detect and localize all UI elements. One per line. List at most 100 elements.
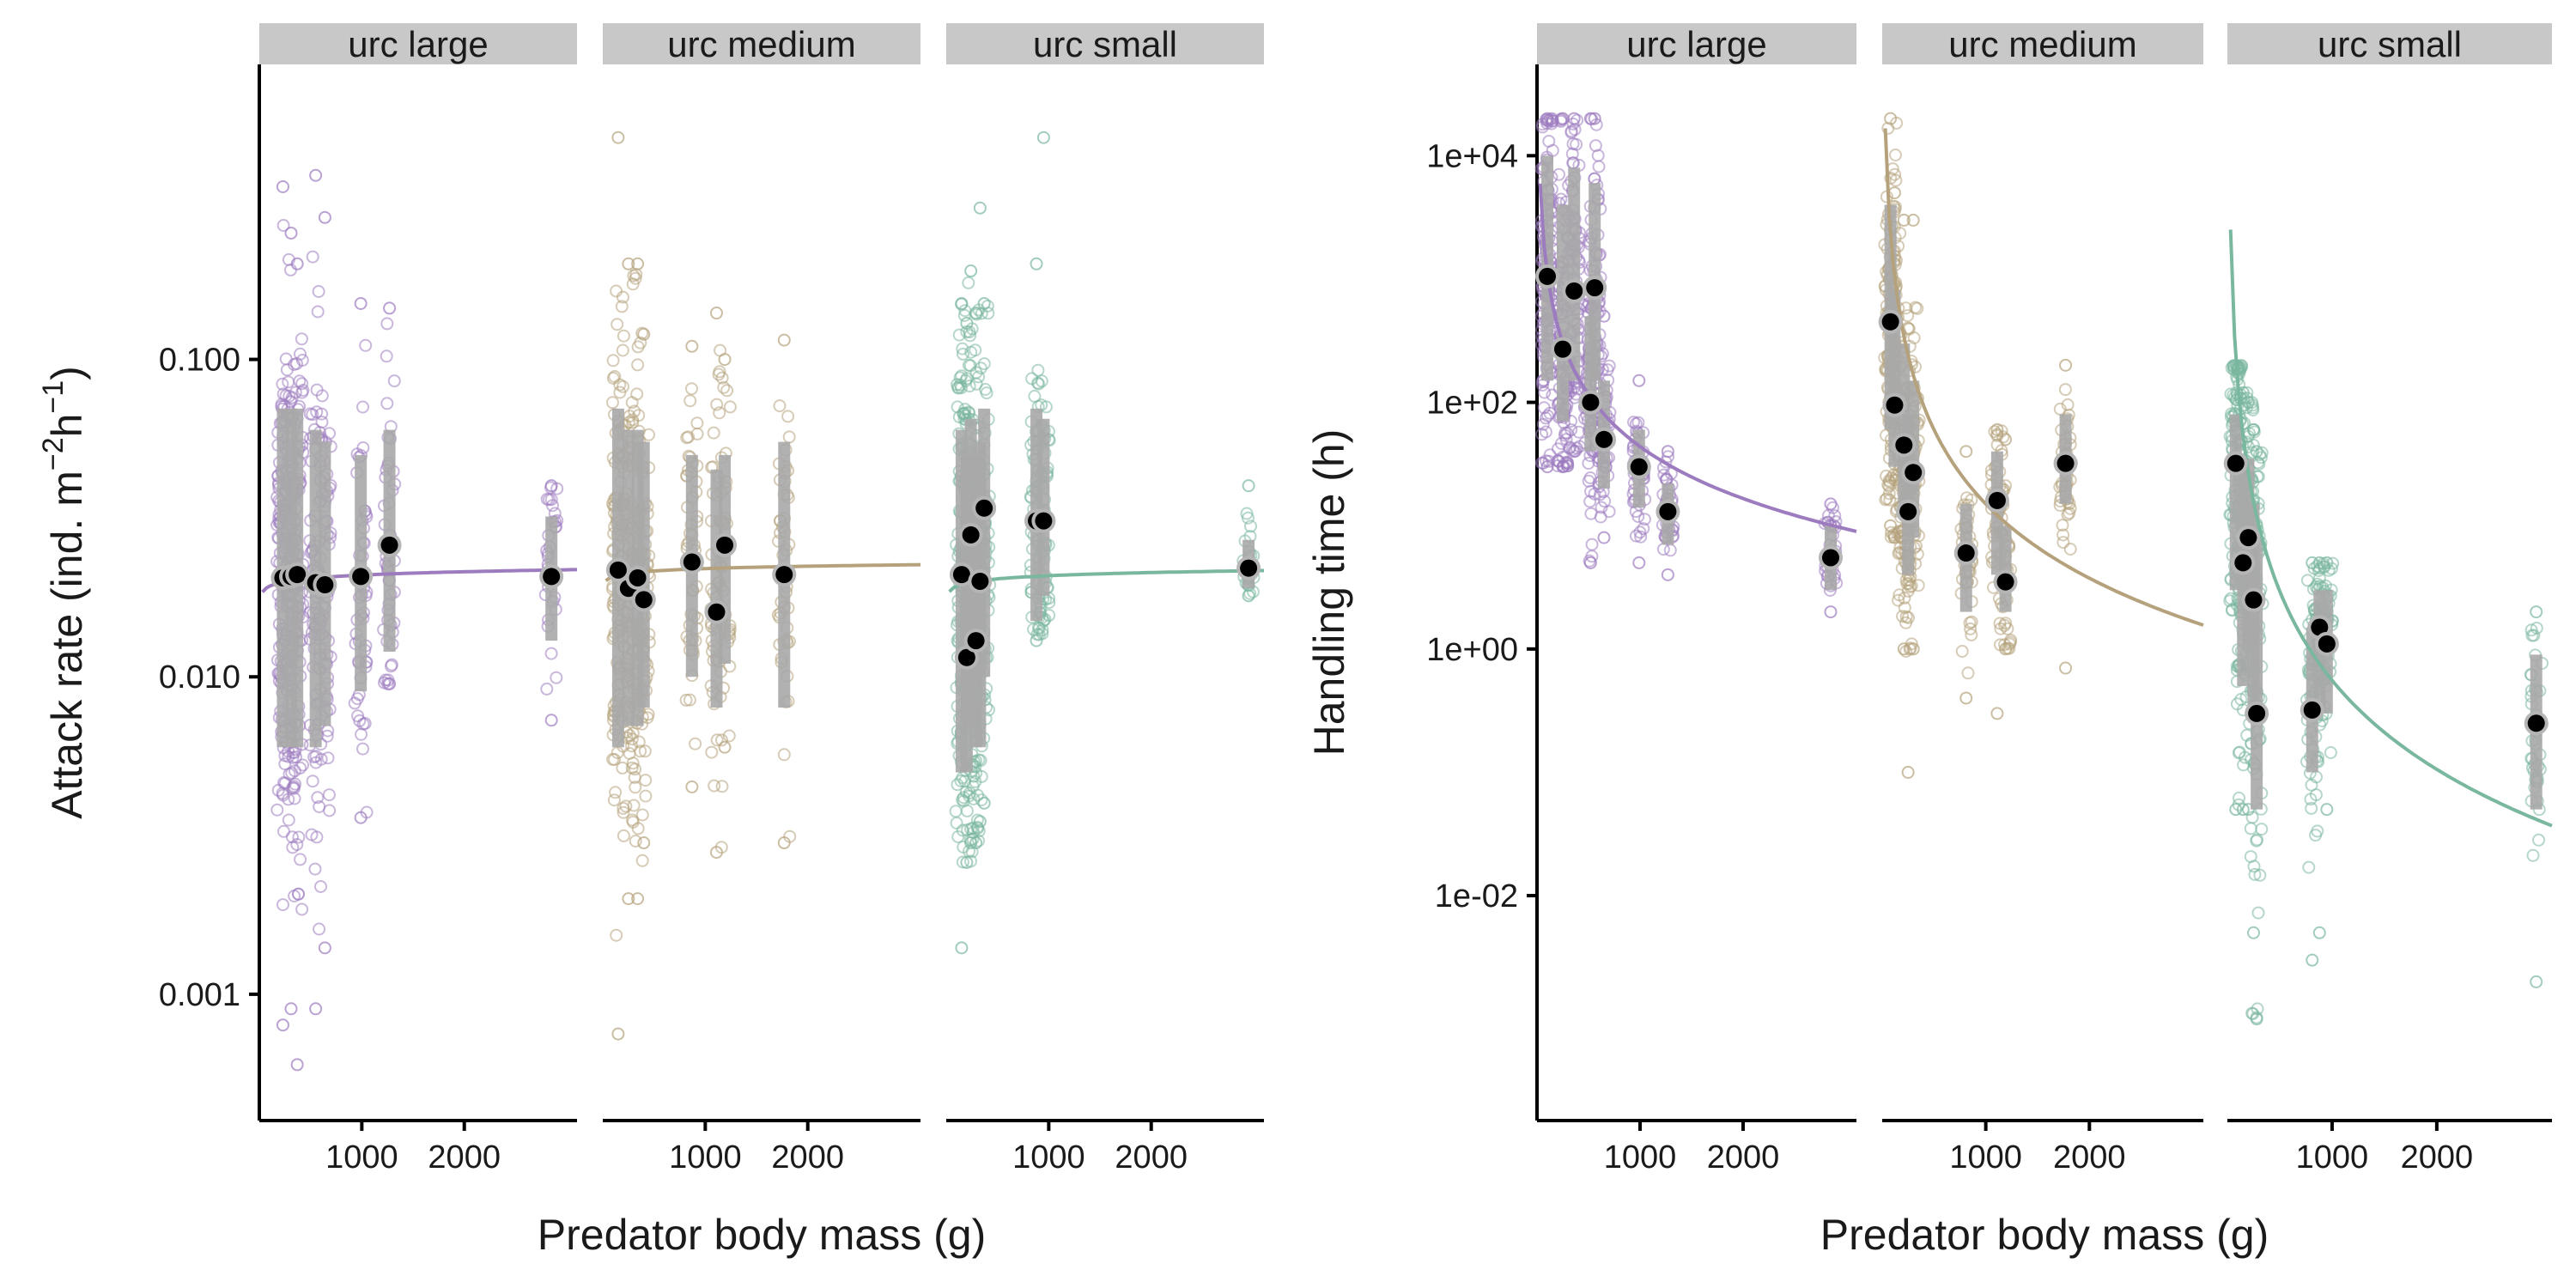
sample-point-min [2246, 926, 2260, 939]
sample-point [270, 803, 284, 817]
sample-point [960, 325, 974, 338]
sample-point [1907, 331, 1921, 344]
sample-point [1539, 425, 1552, 439]
sample-point [1570, 137, 1583, 151]
y-tick-label: 1e+04 [1426, 138, 1518, 174]
sample-point [626, 416, 640, 429]
sample-point [2223, 594, 2237, 608]
y-tick-label: 0.100 [159, 343, 240, 379]
estimate-point [1895, 436, 1913, 454]
estimate-point [1659, 502, 1677, 520]
sample-point [1585, 538, 1599, 551]
sample-point [2244, 822, 2257, 835]
sample-point [2525, 629, 2539, 642]
y-axis-title-main: Attack rate (ind. m [43, 471, 91, 819]
sample-point [683, 394, 697, 408]
sample-point [715, 733, 728, 747]
sample-point [315, 416, 329, 429]
x-tick-label: 2000 [2401, 1139, 2474, 1176]
sample-point-max [2241, 396, 2255, 410]
sample-point-max [622, 257, 635, 270]
sample-point-max [1661, 445, 1674, 459]
sample-point [2001, 622, 2014, 635]
interval-bar [1999, 526, 2012, 612]
sample-point [295, 377, 309, 391]
sample-point [2309, 788, 2323, 802]
estimate-point [716, 536, 734, 554]
sample-point-max [631, 257, 645, 270]
sample-point [710, 733, 724, 747]
sample-point [610, 284, 623, 298]
sample-point-min [1901, 765, 1915, 779]
x-tick-label: 2000 [2053, 1139, 2126, 1176]
facet-strip-label: urc medium [667, 24, 855, 64]
sample-point [2253, 868, 2267, 882]
sample-point [683, 693, 696, 707]
sample-point [2248, 867, 2262, 881]
sample-point [2322, 563, 2336, 577]
sample-point-max [1897, 213, 1911, 227]
sample-point [544, 647, 558, 660]
sample-point [1961, 666, 1975, 680]
sample-point [311, 305, 325, 319]
sample-point [1566, 117, 1580, 131]
sample-point-min [969, 836, 983, 850]
sample-point-max [637, 327, 651, 341]
x-tick-label: 1000 [1012, 1139, 1085, 1176]
sample-point [616, 343, 629, 357]
sample-point [356, 717, 370, 731]
estimate-point [1586, 279, 1604, 297]
y-tick-label: 1e-02 [1435, 878, 1518, 914]
facet-strip-label: urc large [1626, 24, 1766, 64]
sample-point [276, 898, 289, 912]
sample-point [610, 928, 623, 942]
estimate-point [952, 566, 970, 584]
sample-point [956, 342, 969, 355]
sample-point [715, 780, 729, 793]
y-axis-title-mid: h [43, 414, 91, 438]
sample-point [1564, 423, 1578, 436]
sample-point [975, 769, 988, 783]
sample-point-min [977, 796, 991, 810]
sample-point [1898, 592, 1911, 605]
estimate-point [775, 566, 793, 584]
sample-point-min [2250, 1012, 2263, 1026]
sample-point-min [276, 1018, 289, 1032]
sample-point [310, 830, 324, 844]
sample-point [2061, 398, 2075, 411]
sample-point [288, 764, 301, 778]
estimate-point [1886, 396, 1904, 414]
estimate-point [2303, 701, 2321, 719]
sample-point [682, 430, 696, 444]
x-tick-label: 1000 [2296, 1139, 2369, 1176]
sample-point [292, 830, 306, 844]
facet-urc_small: urc small 1000 2000 [946, 23, 1264, 1176]
sample-point [387, 374, 401, 388]
facet-strip [259, 23, 577, 64]
sample-point [712, 368, 726, 381]
estimate-point [352, 568, 370, 586]
sample-point [2251, 906, 2265, 920]
sample-point-max [284, 226, 298, 240]
y-axis-title-sup2: −1 [37, 380, 70, 414]
sample-point [380, 317, 394, 331]
sample-point [308, 862, 322, 876]
facet-urc_medium: urc medium 1000 2000 [603, 23, 921, 1176]
sample-point-min [1824, 605, 1838, 619]
y-tick-label: 1e+00 [1426, 632, 1518, 668]
sample-point-max [1632, 374, 1646, 387]
sample-point [625, 396, 639, 410]
sample-point-min [1959, 691, 1973, 705]
sample-point [2302, 860, 2316, 874]
sample-point-min [709, 846, 723, 860]
sample-point [2063, 543, 2077, 556]
sample-point-max [777, 333, 791, 347]
facet-strip-label: urc small [1033, 24, 1177, 64]
sample-point-max [2320, 556, 2334, 569]
sample-point [2524, 623, 2538, 637]
sample-point-min [284, 1002, 298, 1016]
sample-point [321, 751, 335, 765]
y-axis-title-sup1: −2 [37, 437, 70, 471]
sample-point [708, 779, 721, 793]
sample-point [685, 382, 698, 396]
